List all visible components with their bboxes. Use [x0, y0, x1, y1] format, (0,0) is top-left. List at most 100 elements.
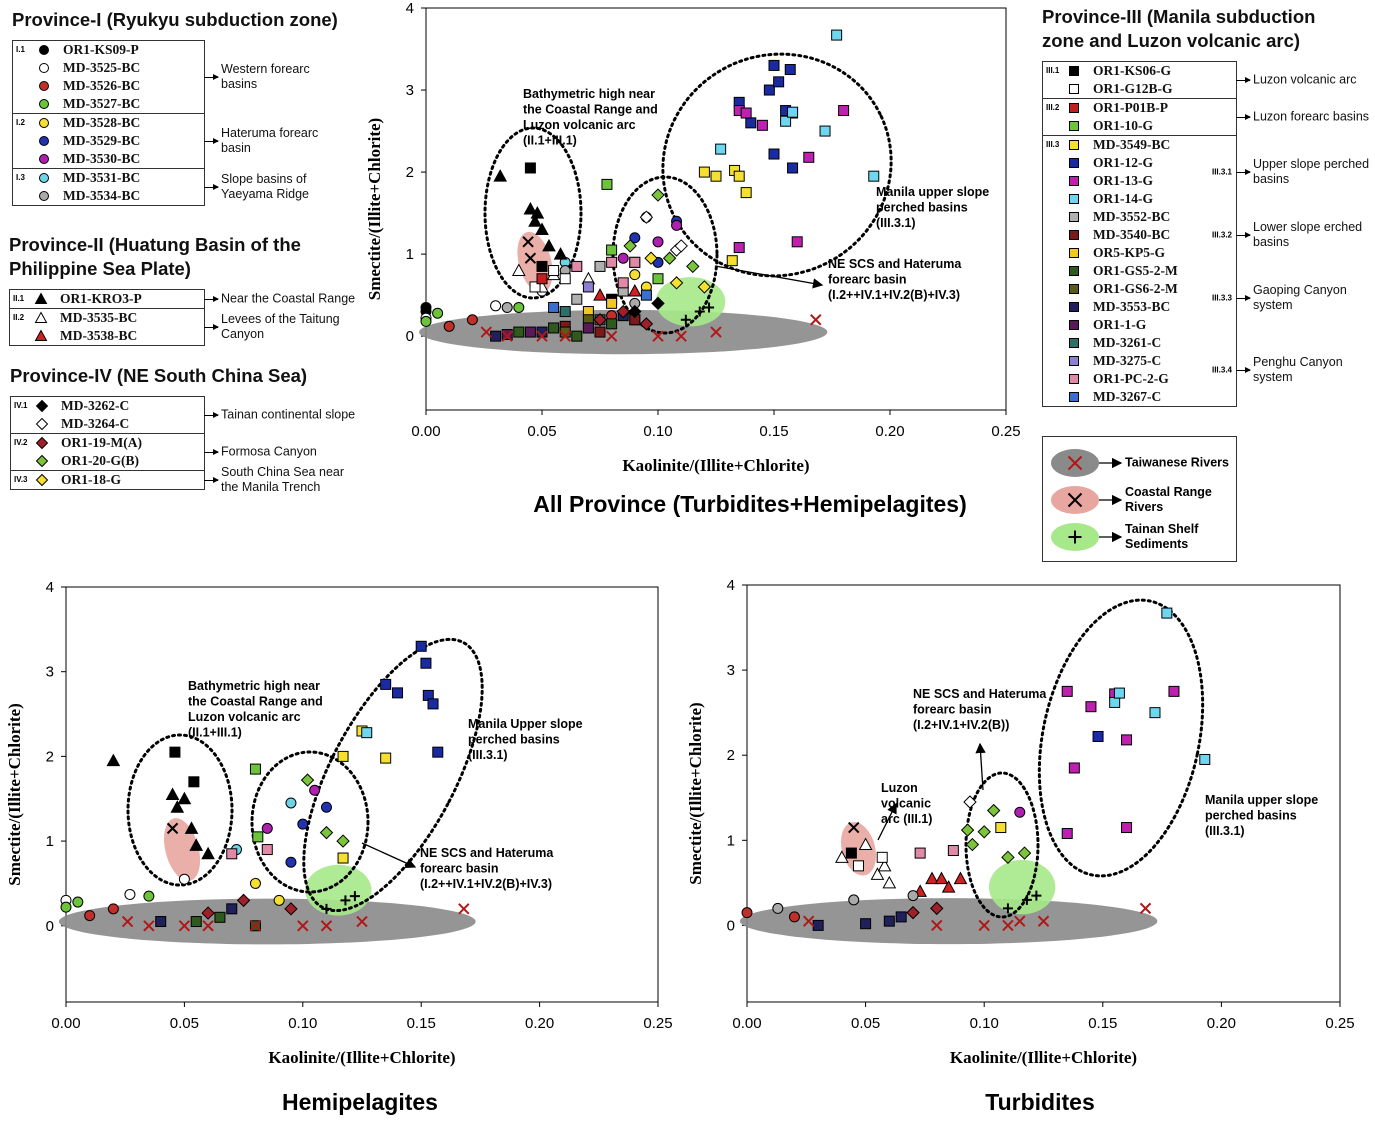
- point: [84, 910, 96, 922]
- swatch-symbol: [1067, 455, 1083, 471]
- point: [594, 260, 606, 272]
- point: [309, 784, 321, 796]
- reference-point: [249, 920, 262, 932]
- point: [1061, 827, 1073, 839]
- legend-group: IV.3 OR1-18-G South China Sea near the Man…: [11, 465, 344, 494]
- reference-region: [305, 864, 372, 916]
- reference-point: [652, 330, 664, 342]
- point: [177, 791, 192, 805]
- point: [1121, 734, 1133, 746]
- point: [831, 29, 843, 41]
- legend-arrow: [204, 412, 219, 418]
- legend-name: MD-3275-C: [1093, 353, 1162, 368]
- legend-name: MD-3267-C: [1093, 389, 1162, 404]
- legend-group: IV.2 OR1-19-M(A) OR1-20-G(B) Formosa Canyon: [11, 433, 317, 470]
- x-tick-label: 0.05: [851, 1015, 880, 1032]
- point: [835, 850, 849, 863]
- reference-point: [1021, 894, 1032, 905]
- legend-name: MD-3538-BC: [60, 328, 138, 343]
- point: [965, 837, 980, 852]
- point: [285, 856, 297, 868]
- point: [493, 169, 508, 182]
- point: [907, 890, 919, 902]
- x-axis-title: Kaolinite/(Illite+Chlorite): [950, 1048, 1137, 1067]
- point: [249, 877, 261, 889]
- legend-entry: OR1-20-G(B): [11, 452, 204, 470]
- point: [651, 188, 665, 202]
- point: [420, 315, 432, 327]
- point: [986, 803, 1001, 818]
- legend-symbol: [1069, 302, 1079, 312]
- reference-entry: Coastal Range Rivers: [1043, 482, 1236, 518]
- annotation: perched basins: [876, 201, 968, 215]
- point: [876, 851, 888, 863]
- legend-name: OR1-GS5-2-M: [1093, 263, 1178, 278]
- legend-entry: MD-3526-BC: [13, 77, 204, 95]
- point: [745, 117, 757, 129]
- subgroup-code: III.3.2: [1211, 230, 1232, 240]
- legend-marker: [35, 417, 49, 431]
- group-outline: [302, 637, 484, 913]
- legend-name: OR1-12-G: [1093, 155, 1153, 170]
- legend-entry: OR1-KS06-G: [1043, 62, 1236, 80]
- annotation: (I.2++IV.1+IV.2(B)+IV.3): [420, 877, 552, 891]
- province-legend: Province-IV (NE South China Sea) IV.1 MD-3…: [10, 364, 355, 494]
- point: [803, 151, 815, 163]
- legend-symbol: [39, 81, 49, 91]
- legend-symbol: [39, 173, 49, 183]
- point: [214, 911, 226, 923]
- point: [443, 320, 455, 332]
- point: [236, 893, 251, 908]
- point: [740, 187, 752, 199]
- y-tick-label: 4: [727, 577, 735, 594]
- point: [639, 317, 654, 331]
- point: [756, 119, 768, 131]
- reference-point: [559, 330, 571, 342]
- legend-arrow: [204, 324, 219, 330]
- legend-entry: MD-3262-C: [11, 397, 204, 415]
- legend-arrow: [1236, 232, 1251, 238]
- legend-marker: [1069, 212, 1079, 222]
- point: [107, 903, 119, 915]
- point: [791, 236, 803, 248]
- group-label: Lower slope erched basins: [1253, 220, 1363, 249]
- legend-symbol: [1069, 194, 1079, 204]
- legend-entry: MD-3531-BC: [13, 169, 204, 187]
- group-label: Formosa Canyon: [221, 444, 317, 459]
- point: [710, 170, 722, 182]
- group-code: II.2: [13, 313, 25, 322]
- y-tick-label: 1: [46, 833, 54, 850]
- legend-entry: MD-3527-BC: [13, 95, 204, 113]
- reference-point: [931, 919, 943, 932]
- annotation: Manila upper slope: [876, 185, 989, 199]
- legend-entry: MD-3540-BC: [1043, 226, 1236, 244]
- legend-arrow: [1236, 77, 1251, 83]
- reference-point: [458, 903, 470, 915]
- group-label: Western forearc basins: [221, 62, 310, 91]
- x-tick-label: 0.05: [527, 423, 556, 440]
- point: [925, 871, 939, 885]
- group-code: IV.3: [14, 475, 28, 484]
- reference-point: [1031, 890, 1042, 901]
- legend-group: III.3 MD-3549-BC OR1-12-G OR1-13-G OR1-14-G I…: [1043, 135, 1369, 406]
- legend-entry: MD-3528-BC: [13, 114, 204, 132]
- annotation: forearc basin: [420, 862, 499, 876]
- legend-entry: MD-3535-BC: [10, 309, 204, 327]
- legend-marker: [1069, 266, 1079, 276]
- point: [513, 326, 525, 338]
- point: [432, 307, 444, 319]
- legend-group: III.2 OR1-P01B-P OR1-10-G Luzon forearc bas…: [1043, 98, 1369, 135]
- reference-entry: Tainan Shelf Sediments: [1043, 519, 1236, 555]
- reference-point: [166, 822, 179, 835]
- legend-symbol: [34, 329, 48, 341]
- legend-entry: MD-3549-BC: [1043, 136, 1236, 154]
- annotation-arrow: [714, 265, 824, 289]
- legend-marker: [1069, 103, 1079, 113]
- point: [582, 322, 594, 334]
- legend-symbol: [1069, 158, 1079, 168]
- group-label: Near the Coastal Range: [221, 291, 356, 306]
- point: [548, 301, 560, 313]
- point: [652, 273, 664, 285]
- legend-entry: MD-3552-BC: [1043, 208, 1236, 226]
- point: [165, 787, 180, 800]
